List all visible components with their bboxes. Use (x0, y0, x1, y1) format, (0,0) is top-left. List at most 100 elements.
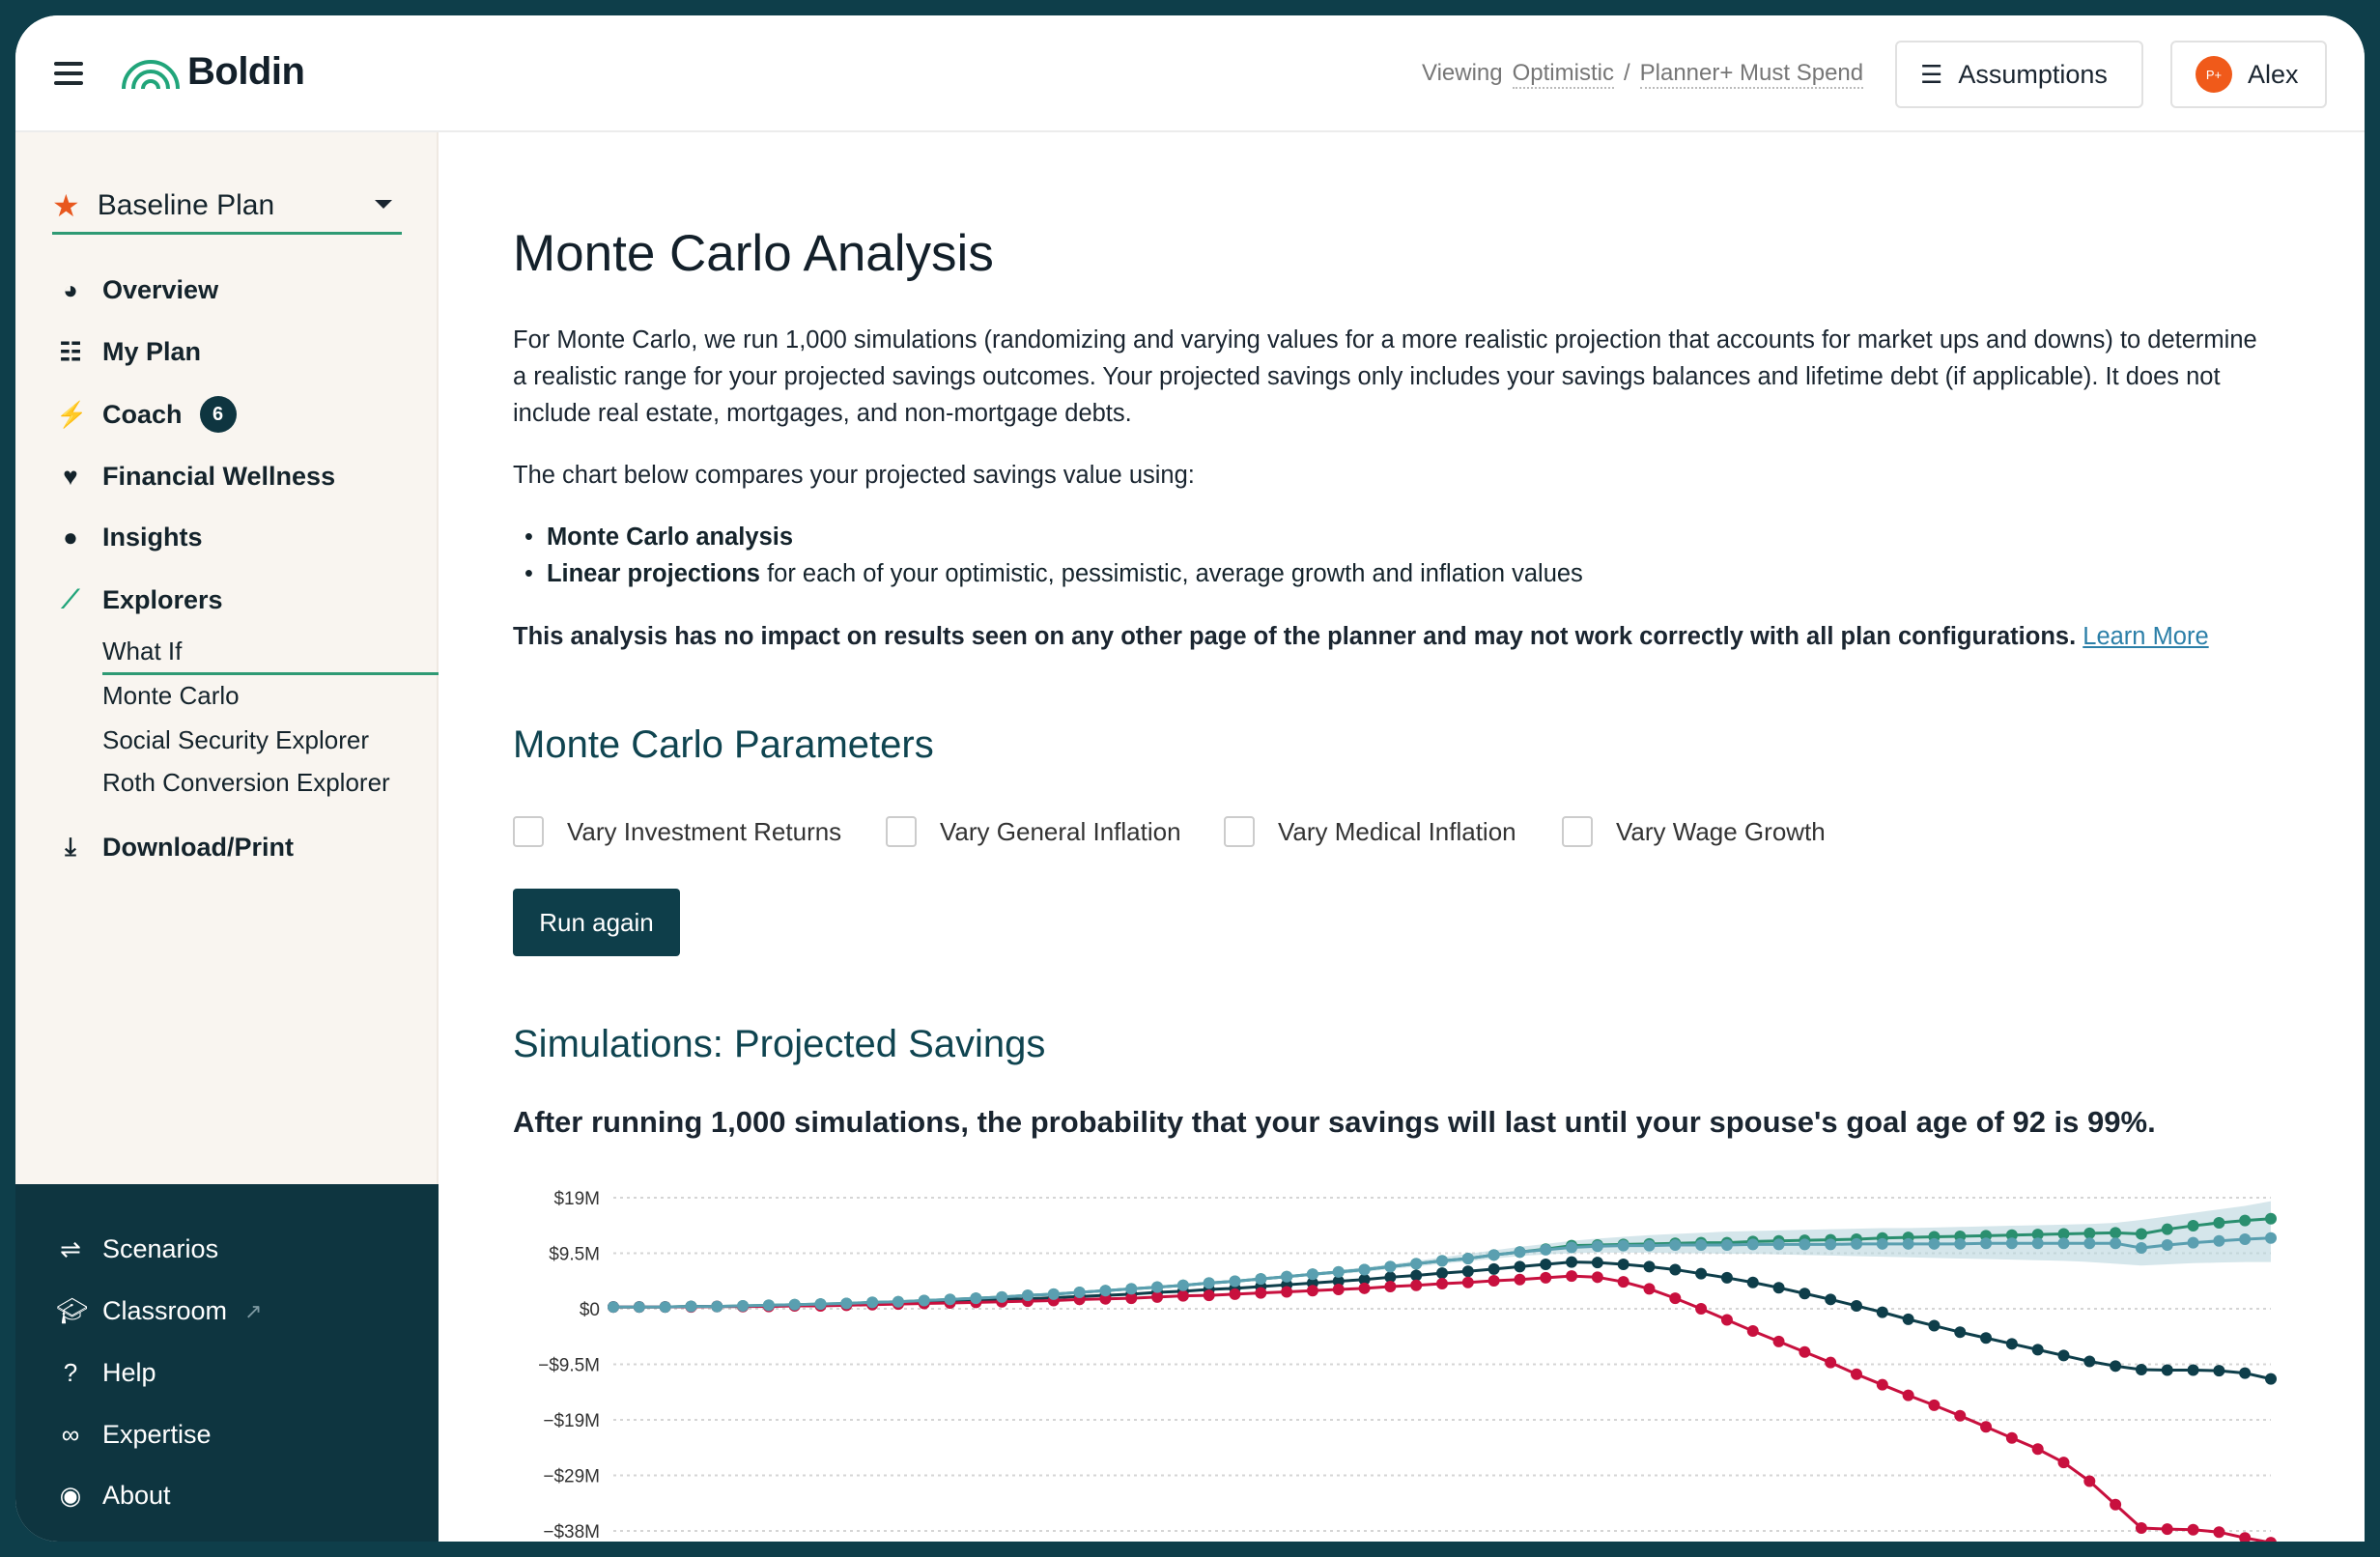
data-point-monte_carlo (1954, 1237, 1967, 1250)
data-point-monte_carlo (1566, 1241, 1578, 1254)
vary-investment-returns-checkbox[interactable]: Vary Investment Returns (513, 816, 841, 847)
logo[interactable]: Boldin (120, 50, 305, 94)
sidebar: ★ Baseline Plan ◕ Overview ☷ My Plan ⚡ Coac… (15, 132, 439, 1200)
sidebar-subitem-what-if[interactable]: What If (102, 637, 439, 675)
data-point-monte_carlo (918, 1294, 930, 1307)
data-point-monte_carlo (1255, 1273, 1267, 1286)
data-point-monte_carlo (1151, 1281, 1164, 1293)
sidebar-item-expertise[interactable]: ∞ Expertise (56, 1420, 212, 1450)
data-point-monte_carlo (2161, 1239, 2173, 1252)
sidebar-item-about[interactable]: ◉ About (56, 1481, 171, 1511)
telescope-icon: ⟋ (61, 584, 80, 613)
learn-more-link[interactable]: Learn More (2082, 623, 2209, 650)
data-point-pessimistic (1980, 1421, 1993, 1433)
data-point-average (1902, 1313, 1914, 1325)
data-point-pessimistic (1306, 1285, 1318, 1297)
sidebar-item-download-print[interactable]: ⤓ Download/Print (56, 832, 294, 863)
sidebar-item-classroom[interactable]: 🎓︎ Classroom ↗ (56, 1296, 262, 1326)
data-point-monte_carlo (1980, 1237, 1993, 1250)
data-point-optimistic (2187, 1220, 2199, 1232)
nav-label: Scenarios (102, 1234, 219, 1263)
sidebar-subitem-monte-carlo[interactable]: Monte Carlo (102, 681, 240, 710)
sidebar-item-coach[interactable]: ⚡ Coach 6 (56, 396, 237, 433)
user-menu-button[interactable]: P+ Alex (2170, 41, 2327, 108)
nav-label: Help (102, 1358, 156, 1387)
data-point-average (1954, 1326, 1967, 1339)
y-tick-label: $19M (553, 1189, 600, 1209)
y-tick-label: −$29M (543, 1467, 600, 1487)
assumptions-button[interactable]: ☰ Assumptions (1895, 41, 2143, 108)
sidebar-item-insights[interactable]: ● Insights (56, 523, 203, 552)
data-point-monte_carlo (1022, 1289, 1034, 1302)
vary-wage-growth-checkbox[interactable]: Vary Wage Growth (1562, 816, 1826, 847)
data-point-optimistic (2005, 1229, 2018, 1241)
data-point-average (1720, 1271, 1733, 1284)
sidebar-item-my-plan[interactable]: ☷ My Plan (56, 337, 201, 367)
viewing-indicator: Viewing Optimistic / Planner+ Must Spend (1422, 60, 1864, 89)
data-point-monte_carlo (814, 1298, 827, 1311)
data-point-monte_carlo (788, 1298, 801, 1311)
data-point-average (1825, 1293, 1837, 1306)
data-point-pessimistic (1772, 1335, 1785, 1347)
data-point-pessimistic (1384, 1281, 1397, 1292)
plan-selector[interactable]: ★ Baseline Plan (52, 179, 402, 235)
vary-general-inflation-checkbox[interactable]: Vary General Inflation (886, 816, 1181, 847)
page-title: Monte Carlo Analysis (513, 225, 994, 282)
viewing-scenario-link[interactable]: Optimistic (1512, 60, 1614, 89)
data-point-average (2110, 1360, 2122, 1373)
series-line-pessimistic (613, 1274, 2272, 1542)
data-point-average (1410, 1269, 1423, 1282)
viewing-plan-link[interactable]: Planner+ Must Spend (1639, 60, 1864, 89)
vary-medical-inflation-checkbox[interactable]: Vary Medical Inflation (1224, 816, 1516, 847)
data-point-pessimistic (1591, 1271, 1603, 1284)
data-point-monte_carlo (1099, 1285, 1112, 1297)
sidebar-item-overview[interactable]: ◕ Overview (56, 275, 218, 305)
data-point-average (2265, 1373, 2277, 1385)
data-point-monte_carlo (944, 1293, 956, 1306)
external-link-icon: ↗ (244, 1298, 263, 1323)
data-point-optimistic (2135, 1228, 2147, 1240)
data-point-monte_carlo (608, 1301, 619, 1314)
data-point-average (1928, 1319, 1941, 1332)
nav-label: Insights (102, 523, 203, 552)
sidebar-subitem-roth-conversion-explorer[interactable]: Roth Conversion Explorer (102, 768, 390, 797)
data-point-pessimistic (2135, 1521, 2147, 1534)
nav-label: Explorers (102, 584, 223, 614)
hamburger-menu-icon[interactable] (54, 62, 83, 85)
data-point-monte_carlo (1540, 1243, 1552, 1256)
run-again-button[interactable]: Run again (513, 889, 680, 956)
question-icon: ? (63, 1358, 78, 1387)
data-point-monte_carlo (1488, 1249, 1500, 1261)
comparison-list: Monte Carlo analysis Linear projections … (524, 519, 1583, 592)
confidence-band (613, 1201, 2271, 1309)
graduation-cap-icon: 🎓︎ (56, 1296, 89, 1325)
data-point-monte_carlo (1514, 1246, 1526, 1259)
probability-statement: After running 1,000 simulations, the pro… (513, 1105, 2156, 1139)
coach-count-badge: 6 (199, 396, 237, 433)
data-point-pessimistic (1514, 1273, 1526, 1286)
data-point-optimistic (2239, 1214, 2252, 1227)
data-point-average (1540, 1259, 1552, 1270)
data-point-pessimistic (1255, 1287, 1267, 1299)
data-point-optimistic (2031, 1229, 2044, 1241)
y-tick-label: $9.5M (549, 1245, 600, 1265)
sidebar-item-explorers[interactable]: ⟋ Explorers (56, 584, 223, 615)
data-point-monte_carlo (840, 1297, 853, 1310)
nav-label: Coach (102, 399, 183, 429)
y-tick-label: −$38M (543, 1522, 600, 1542)
data-point-pessimistic (1851, 1368, 1862, 1380)
sidebar-item-help[interactable]: ? Help (56, 1358, 156, 1388)
data-point-pessimistic (1358, 1282, 1371, 1294)
data-point-monte_carlo (1358, 1263, 1371, 1276)
data-point-monte_carlo (1125, 1283, 1138, 1295)
data-point-monte_carlo (2083, 1237, 2096, 1250)
data-point-pessimistic (1540, 1271, 1552, 1284)
sidebar-item-financial-wellness[interactable]: ♥ Financial Wellness (56, 462, 335, 492)
y-tick-label: −$19M (543, 1411, 600, 1431)
data-point-monte_carlo (685, 1300, 697, 1313)
data-point-monte_carlo (1695, 1239, 1708, 1252)
sidebar-item-scenarios[interactable]: ⇌ Scenarios (56, 1234, 218, 1264)
sidebar-subitem-social-security-explorer[interactable]: Social Security Explorer (102, 725, 369, 754)
data-point-pessimistic (1488, 1274, 1500, 1287)
data-point-monte_carlo (2187, 1236, 2199, 1249)
